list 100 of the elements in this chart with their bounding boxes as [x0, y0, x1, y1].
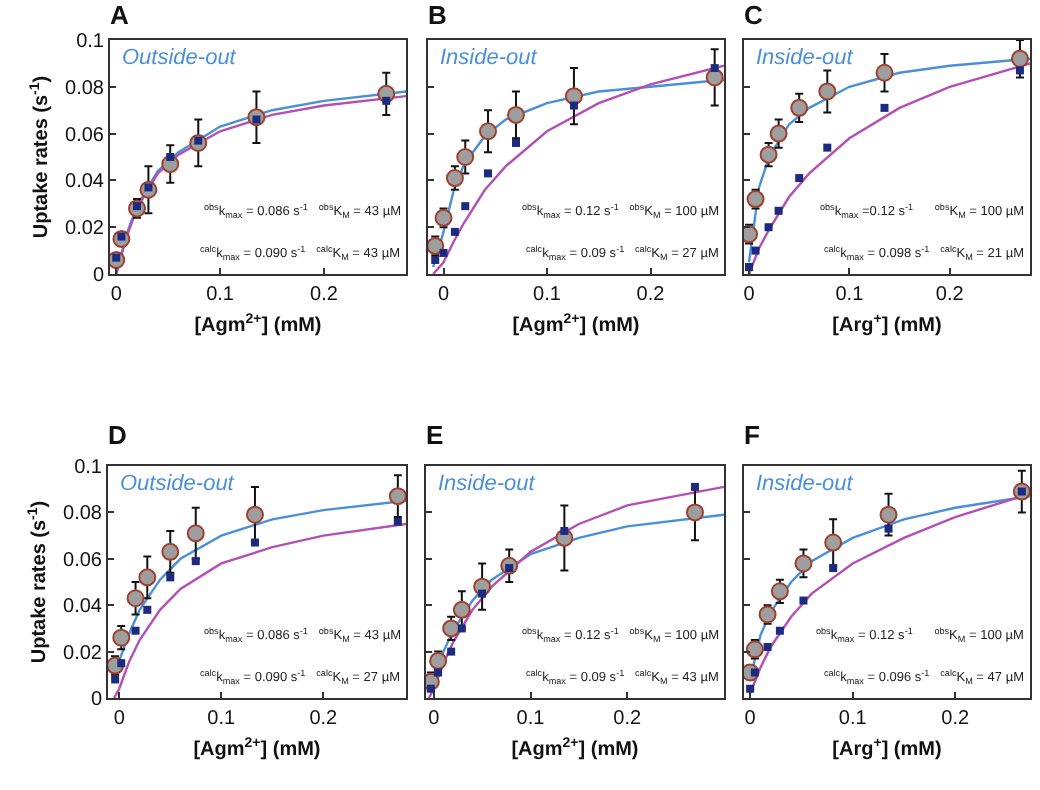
chart-subtitle: Inside-out: [756, 472, 855, 496]
chart-title: A: [110, 0, 130, 31]
x-axis-title: [Arg$^{+}$] (mM): [832, 736, 942, 761]
x-tick-label: 0.1: [516, 708, 546, 730]
point: [166, 573, 175, 582]
x-tick-label: 0.2: [613, 708, 643, 730]
x-tick-label: 0: [437, 284, 450, 306]
point: [769, 124, 788, 143]
point: [439, 248, 448, 257]
point: [560, 526, 569, 535]
chart-title: C: [744, 0, 764, 31]
point: [818, 82, 837, 101]
point: [829, 564, 838, 573]
y-tick-label: 0.08: [63, 503, 103, 526]
chart-subtitle: Outside-out: [122, 46, 238, 70]
point: [746, 684, 755, 693]
point: [511, 138, 520, 147]
point: [484, 169, 493, 178]
point: [186, 524, 205, 543]
x-tick-label: 0: [744, 708, 757, 730]
point: [790, 98, 809, 117]
point: [245, 505, 264, 524]
y-tick-label: 0.06: [63, 549, 103, 572]
point: [434, 668, 443, 677]
point: [447, 647, 456, 656]
point: [250, 538, 259, 547]
point: [564, 87, 583, 106]
x-tick-label: 0.2: [309, 708, 339, 730]
x-tick-label: 0: [110, 284, 123, 306]
chart-title: D: [108, 420, 127, 451]
point: [431, 255, 440, 264]
chart-title: E: [426, 420, 444, 451]
point: [131, 626, 140, 635]
point: [875, 63, 894, 82]
point: [710, 64, 719, 73]
point: [111, 675, 120, 684]
point: [884, 524, 893, 533]
y-tick-label: 0.04: [65, 171, 105, 194]
point: [452, 600, 471, 619]
point: [763, 642, 772, 651]
point: [506, 105, 525, 124]
x-tick-label: 0.2: [636, 284, 666, 306]
y-tick-label: 0: [90, 689, 103, 711]
point: [117, 659, 126, 668]
y-tick-label: 0.08: [65, 77, 105, 100]
x-axis-title: [Agm$^{2+}$] (mM): [512, 312, 640, 337]
point: [569, 101, 578, 110]
x-tick-label: 0.1: [206, 284, 235, 306]
point: [479, 122, 498, 141]
point: [764, 223, 773, 232]
x-axis-title: [Agm$^{2+}$] (mM): [194, 312, 322, 337]
y-tick-label: 0.1: [74, 457, 103, 479]
point: [690, 482, 699, 491]
x-tick-label: 0.1: [838, 708, 868, 730]
point: [879, 505, 898, 524]
point: [774, 206, 783, 215]
point: [824, 533, 843, 552]
chart-title: B: [428, 0, 447, 31]
point: [799, 596, 808, 605]
point: [143, 605, 152, 614]
x-tick-label: 0: [113, 708, 126, 730]
y-tick-label: 0.02: [63, 642, 103, 665]
y-tick-label: 0.02: [65, 218, 105, 241]
point: [1010, 49, 1029, 68]
y-tick-label: 0.1: [76, 31, 105, 53]
point: [393, 517, 402, 526]
y-tick-label: 0: [92, 265, 105, 287]
point: [161, 542, 180, 561]
chart-subtitle: Outside-out: [120, 472, 236, 496]
point: [751, 246, 760, 255]
x-axis-title: [Agm$^{2+}$] (mM): [511, 736, 639, 761]
point: [456, 148, 475, 166]
point: [823, 143, 832, 152]
point: [478, 589, 487, 598]
point: [775, 626, 784, 635]
point: [685, 503, 704, 522]
point: [388, 487, 406, 506]
y-tick-label: 0.06: [65, 124, 105, 147]
point: [457, 624, 466, 633]
x-tick-label: 0.2: [941, 708, 970, 730]
point: [166, 153, 175, 161]
x-tick-label: 0.1: [835, 284, 865, 306]
point: [138, 568, 157, 587]
point: [745, 262, 754, 271]
point: [461, 202, 470, 211]
line-series: [112, 522, 406, 698]
point: [794, 554, 813, 573]
y-tick-label: 0.04: [63, 596, 103, 619]
point: [191, 557, 200, 566]
point: [795, 174, 804, 183]
x-tick-label: 0: [428, 708, 441, 730]
point: [426, 684, 435, 693]
point: [450, 227, 459, 236]
x-tick-label: 0: [743, 284, 756, 306]
x-axis-title: [Agm$^{2+}$] (mM): [193, 736, 321, 761]
x-tick-label: 0.2: [935, 284, 965, 306]
point: [1015, 66, 1024, 75]
chart-subtitle: Inside-out: [756, 46, 855, 70]
chart-subtitle: Inside-out: [438, 472, 537, 496]
x-tick-label: 0.1: [533, 284, 562, 306]
